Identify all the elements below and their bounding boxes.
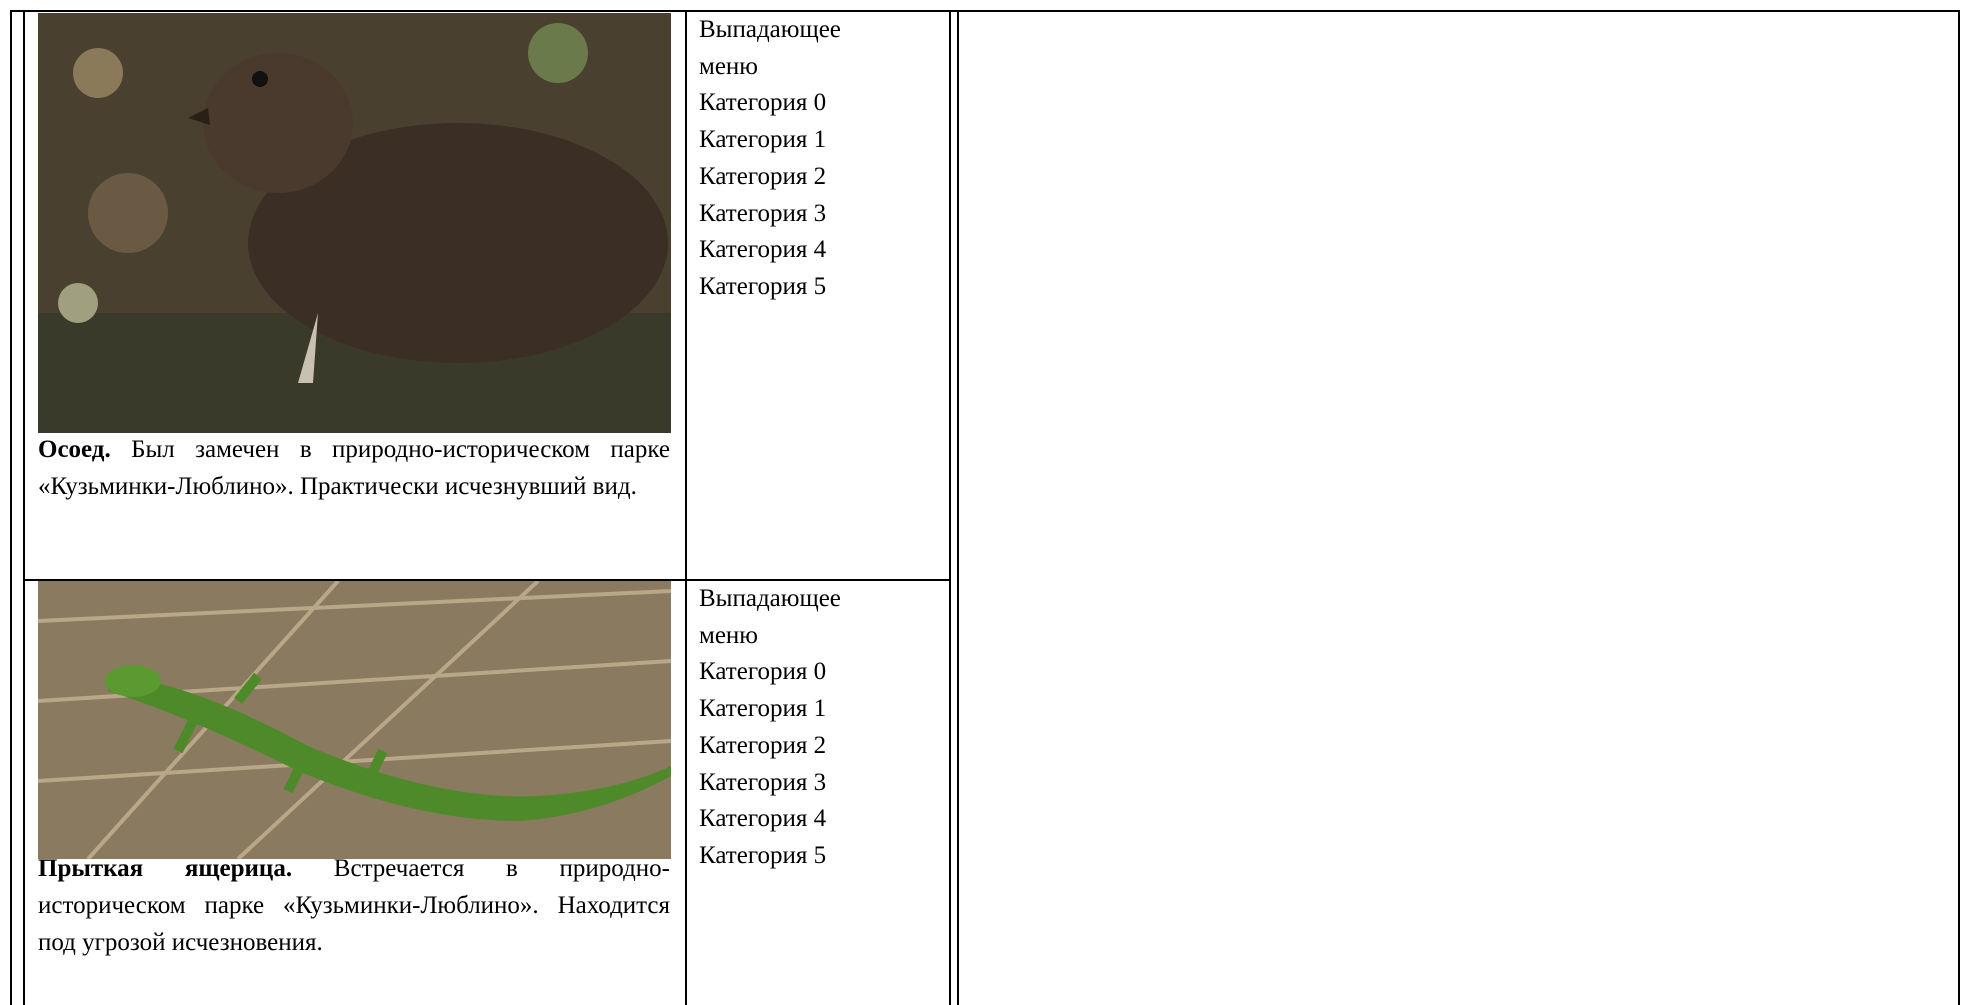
menu-title[interactable]: Выпадающее меню: [699, 16, 841, 80]
caption-text: Был замечен в природно-историческом парк…: [38, 436, 670, 500]
menu-item[interactable]: Категория 5: [699, 841, 827, 869]
dropdown-menu[interactable]: Выпадающее меню Категория 0 Категория 1 Ка…: [699, 12, 939, 306]
caption-bold: Осоед.: [38, 436, 111, 463]
menu-item[interactable]: Категория 3: [699, 199, 827, 227]
menu-item[interactable]: Категория 3: [699, 768, 827, 796]
menu-item[interactable]: Категория 4: [699, 805, 827, 833]
menu-item[interactable]: Категория 1: [699, 695, 827, 723]
lizard-photo: [38, 581, 671, 859]
menu-item[interactable]: Категория 1: [699, 126, 827, 154]
border: [10, 10, 12, 1005]
menu-item[interactable]: Категория 5: [699, 272, 827, 300]
menu-title[interactable]: Выпадающее меню: [699, 585, 841, 649]
border: [957, 10, 959, 1005]
dropdown-menu[interactable]: Выпадающее меню Категория 0 Категория 1 Ка…: [699, 581, 939, 875]
border: [23, 579, 951, 581]
border: [685, 10, 687, 1005]
border: [1958, 10, 1960, 1005]
menu-item[interactable]: Категория 0: [699, 658, 827, 686]
caption: Осоед. Был замечен в природно-историческ…: [38, 431, 670, 505]
border: [10, 10, 1960, 12]
menu-item[interactable]: Категория 4: [699, 236, 827, 264]
caption-bold: Прыткая ящерица.: [38, 855, 293, 882]
caption: Прыткая ящерица. Встречается в природно-…: [38, 850, 670, 961]
border: [23, 10, 25, 1005]
caption-text: Встречается в природно-историческом парк…: [38, 855, 671, 956]
menu-item[interactable]: Категория 2: [699, 162, 827, 190]
border: [949, 10, 951, 1005]
menu-item[interactable]: Категория 0: [699, 89, 827, 117]
bird-photo: [38, 13, 671, 433]
menu-item[interactable]: Категория 2: [699, 731, 827, 759]
